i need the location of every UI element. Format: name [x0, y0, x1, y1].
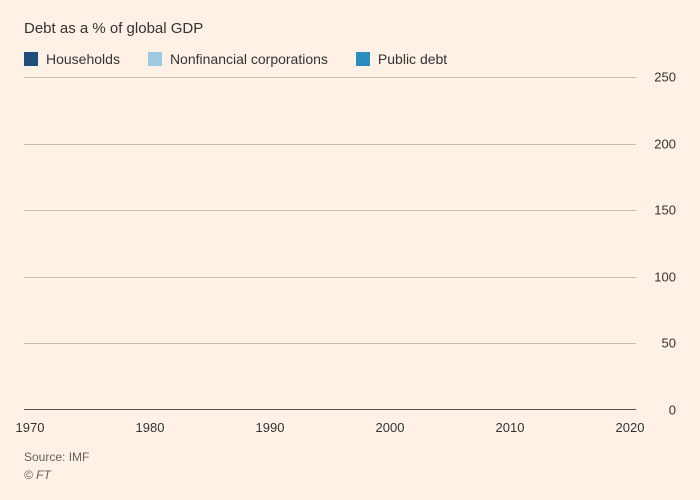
- x-axis-labels: 197019801990200020102020: [24, 414, 636, 438]
- x-tick-label: 2010: [496, 420, 525, 435]
- legend-label: Public debt: [378, 51, 447, 67]
- y-axis-labels: 050100150200250: [640, 77, 676, 410]
- legend: Households Nonfinancial corporations Pub…: [24, 51, 676, 67]
- chart-footer: Source: IMF © FT: [24, 448, 676, 484]
- y-tick-label: 150: [654, 203, 676, 218]
- x-tick-label: 2020: [616, 420, 645, 435]
- plot-area: [24, 77, 636, 410]
- copyright-text: © FT: [24, 466, 676, 484]
- chart-subtitle: Debt as a % of global GDP: [24, 20, 676, 37]
- chart-area: 050100150200250 197019801990200020102020: [24, 77, 676, 438]
- legend-swatch: [148, 52, 162, 66]
- y-tick-label: 200: [654, 136, 676, 151]
- y-tick-label: 100: [654, 269, 676, 284]
- legend-label: Households: [46, 51, 120, 67]
- x-tick-label: 1990: [256, 420, 285, 435]
- legend-label: Nonfinancial corporations: [170, 51, 328, 67]
- legend-item-households: Households: [24, 51, 120, 67]
- legend-swatch: [24, 52, 38, 66]
- baseline: [24, 409, 636, 410]
- bars-container: [24, 77, 636, 410]
- y-tick-label: 250: [654, 70, 676, 85]
- legend-item-nonfinancial: Nonfinancial corporations: [148, 51, 328, 67]
- y-tick-label: 50: [662, 336, 676, 351]
- x-tick-label: 2000: [376, 420, 405, 435]
- x-tick-label: 1970: [16, 420, 45, 435]
- source-text: Source: IMF: [24, 448, 676, 466]
- legend-swatch: [356, 52, 370, 66]
- x-tick-label: 1980: [136, 420, 165, 435]
- y-tick-label: 0: [669, 403, 676, 418]
- legend-item-public: Public debt: [356, 51, 447, 67]
